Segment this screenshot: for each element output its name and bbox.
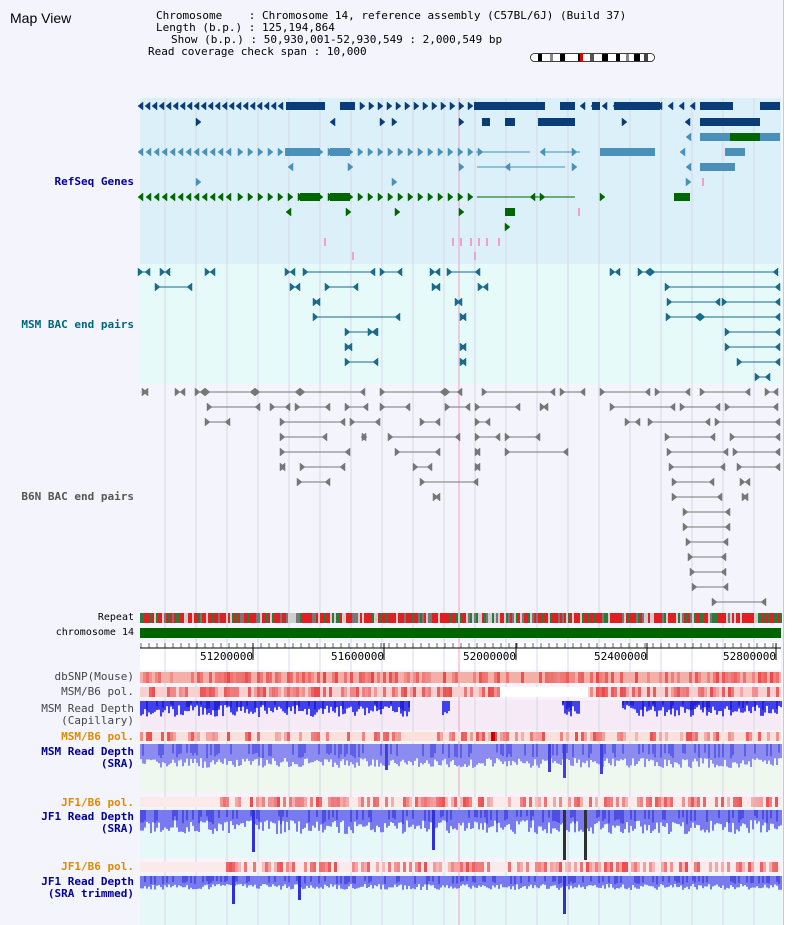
ruler-tick-label: 52800000 <box>723 650 776 663</box>
show-range-value: 50,930,001-52,930,549 : 2,000,549 bp <box>263 33 503 46</box>
label-msm-depth-cap: MSM Read Depth (Capillary) <box>41 702 134 727</box>
chromosome-bar <box>140 628 781 638</box>
jf1-b6-pol-track-1 <box>140 797 781 807</box>
msm-b6-pol-track-2 <box>140 732 781 741</box>
label-jf1-b6-pol-1: JF1/B6 pol. <box>61 796 134 809</box>
msm-b6-pol-track-1 <box>140 687 781 697</box>
ruler-bg <box>140 642 781 670</box>
label-msm-depth-sra: MSM Read Depth (SRA) <box>41 745 134 770</box>
label-msm-bac[interactable]: MSM BAC end pairs <box>21 318 134 331</box>
show-key: Show (b.p.) <box>171 33 244 46</box>
label-jf1-depth-sra: JF1 Read Depth (SRA) <box>41 810 134 835</box>
label-msm-b6-pol-1: MSM/B6 pol. <box>61 685 134 698</box>
ruler-tick-label: 51200000 <box>200 650 253 663</box>
label-jf1-b6-pol-2: JF1/B6 pol. <box>61 860 134 873</box>
position-ruler: 51200000 51600000 52000000 52400000 52800000 <box>140 643 781 663</box>
coverage-key: Read coverage check span <box>148 45 307 58</box>
refseq-track-bg <box>140 98 781 264</box>
label-chromosome: chromosome 14 <box>55 627 134 638</box>
label-jf1-depth-trim: JF1 Read Depth (SRA trimmed) <box>41 875 134 900</box>
chromosome-ideogram[interactable] <box>530 53 655 62</box>
chromosome-info-panel: Chromosome : Chromosome 14, reference as… <box>148 9 627 58</box>
right-scroll-edge[interactable] <box>783 0 800 925</box>
ruler-tick-label: 52400000 <box>594 650 647 663</box>
label-b6n-bac[interactable]: B6N BAC end pairs <box>21 490 134 503</box>
msm-read-depth-capillary <box>140 701 782 717</box>
msm-bac-features <box>137 267 781 382</box>
chromosome-value: Chromosome 14, reference assembly (C57BL… <box>261 9 627 22</box>
repeat-features <box>140 613 782 623</box>
chromosome-key: Chromosome <box>156 9 223 22</box>
msm-bac-track-bg <box>140 264 781 384</box>
jf1-read-depth-sra-trimmed <box>140 876 782 914</box>
length-value: 125,194,864 <box>261 21 335 34</box>
msm-read-depth-sra <box>140 744 782 778</box>
ruler-tick-label: 51600000 <box>331 650 384 663</box>
ruler-tick-label: 52000000 <box>463 650 516 663</box>
b6n-bac-features <box>141 387 781 607</box>
coverage-value: 10,000 <box>326 45 367 58</box>
length-key: Length (b.p.) <box>156 21 243 34</box>
refseq-gene-features <box>137 101 780 260</box>
jf1-read-depth-sra <box>140 810 782 860</box>
current-region-marker <box>580 53 583 62</box>
label-dbsnp: dbSNP(Mouse) <box>54 670 134 683</box>
label-repeat: Repeat <box>97 612 134 623</box>
map-view-title: Map View <box>10 10 72 26</box>
label-refseq-genes[interactable]: RefSeq Genes <box>54 175 134 188</box>
label-msm-b6-pol-2: MSM/B6 pol. <box>61 730 134 743</box>
dbsnp-track <box>140 672 781 683</box>
